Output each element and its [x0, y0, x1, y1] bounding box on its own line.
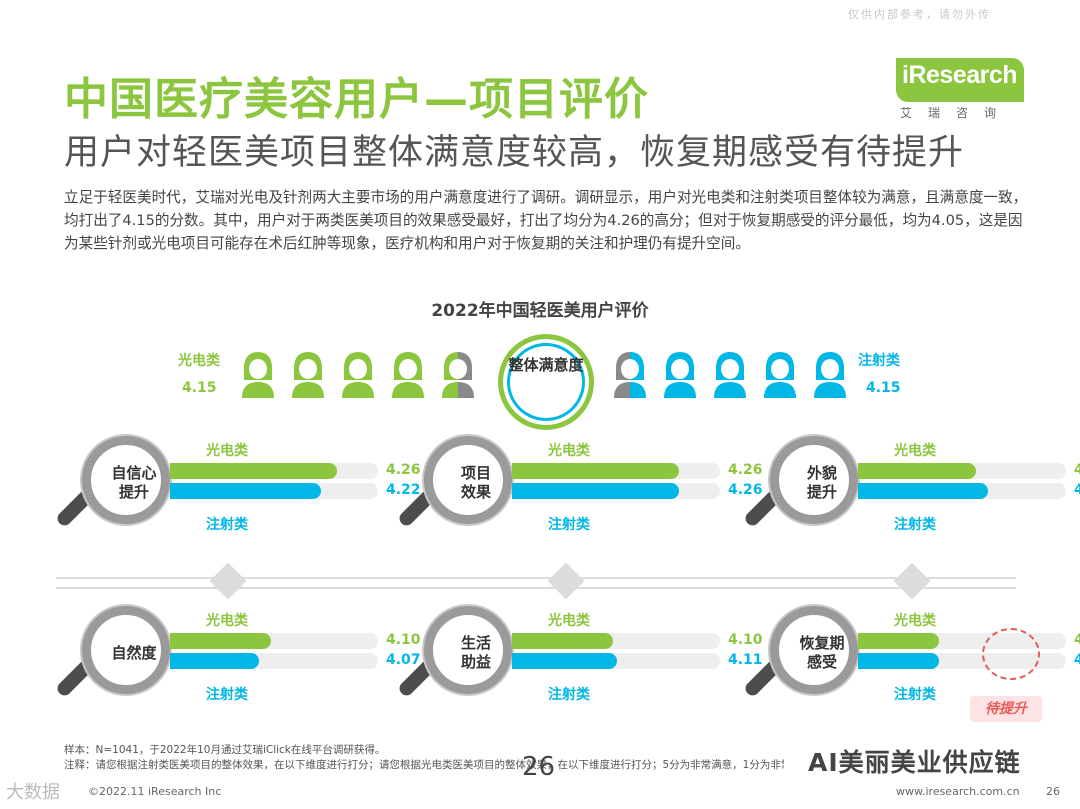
metric-label-line: 生活: [460, 634, 491, 652]
sample-note: 样本：N=1041，于2022年10月通过艾瑞iClick在线平台调研获得。: [64, 744, 386, 756]
bar-green: [858, 633, 939, 649]
series-label-blue: 注射类: [548, 687, 590, 703]
metric-label-line: 感受: [806, 653, 837, 671]
intro-paragraph: 立足于轻医美时代，艾瑞对光电及针剂两大主要市场的用户满意度进行了调研。调研显示，…: [64, 189, 1028, 252]
metric-label-line: 外貌: [806, 464, 837, 482]
person-icon: [338, 350, 378, 400]
overall-left-series-label: 光电类: [178, 353, 220, 369]
metric-label-line: 自然度: [111, 644, 157, 662]
series-label-green: 光电类: [548, 443, 590, 459]
bar-green: [512, 463, 679, 479]
series-label-green: 光电类: [894, 613, 936, 629]
person-icon: [660, 350, 700, 400]
bar-green: [512, 633, 613, 649]
value-blue: 4.05: [1074, 652, 1080, 668]
bar-green: [170, 463, 337, 479]
person-icon: [710, 350, 750, 400]
metric-label: 生活 助益: [441, 634, 511, 672]
improvement-badge: 待提升: [970, 696, 1042, 722]
metric-label-line: 项目: [460, 464, 491, 482]
bar-blue: [512, 483, 679, 499]
series-label-blue: 注射类: [206, 687, 248, 703]
overall-satisfaction-label: 整体满意度: [508, 356, 584, 374]
value-green: 4.10: [728, 632, 763, 648]
series-label-green: 光电类: [206, 443, 248, 459]
page-title: 中国医疗美容用户—项目评价: [64, 74, 649, 125]
bar-blue: [858, 483, 988, 499]
magnifier-icon: [770, 436, 858, 524]
bar-blue: [170, 483, 321, 499]
series-label-blue: 注射类: [894, 517, 936, 533]
confidential-watermark: 仅供内部参考，请勿外传: [848, 8, 991, 21]
metric-label: 恢复期 感受: [787, 634, 857, 672]
metric-label: 外貌 提升: [787, 464, 857, 502]
value-green: 4.05: [1074, 632, 1080, 648]
metric-label-line: 效果: [460, 483, 491, 501]
overlay-watermark: AI美丽美业供应链: [808, 748, 1021, 777]
value-blue: 4.07: [386, 652, 421, 668]
series-label-green: 光电类: [548, 613, 590, 629]
bar-green: [858, 463, 976, 479]
overall-right-series-label: 注射类: [858, 353, 900, 369]
metric-label-line: 自信心: [111, 464, 157, 482]
metric-label-line: 恢复期: [799, 634, 845, 652]
footer-url: www.iresearch.com.cn: [896, 785, 1020, 798]
metric-label: 项目 效果: [441, 464, 511, 502]
person-icon: [388, 350, 428, 400]
person-icon: [810, 350, 850, 400]
value-green: 4.26: [386, 462, 421, 478]
magnifier-icon: [424, 606, 512, 694]
magnifier-icon: [82, 606, 170, 694]
magnifier-icon: [770, 606, 858, 694]
value-blue: 4.11: [728, 652, 763, 668]
metric-label: 自然度: [99, 644, 169, 663]
series-label-blue: 注射类: [548, 517, 590, 533]
overlay-watermark-left: 大数据: [6, 782, 60, 803]
series-label-green: 光电类: [206, 613, 248, 629]
value-blue: 4.17: [1074, 482, 1080, 498]
divider-diamond-icon: [209, 562, 247, 600]
series-label-blue: 注射类: [894, 687, 936, 703]
highlight-dashed-circle: [982, 628, 1040, 680]
value-blue: 4.22: [386, 482, 421, 498]
bar-blue: [170, 653, 259, 669]
bar-green: [170, 633, 271, 649]
value-blue: 4.26: [728, 482, 763, 498]
iresearch-logo: [896, 58, 1024, 102]
overall-right-value: 4.15: [866, 380, 901, 396]
chart-title: 2022年中国轻医美用户评价: [431, 301, 649, 321]
section-divider: [56, 577, 1016, 589]
overall-left-value: 4.15: [182, 380, 217, 396]
logo-text: iResearch: [902, 61, 1018, 89]
page-subtitle: 用户对轻医美项目整体满意度较高，恢复期感受有待提升: [64, 133, 965, 173]
person-icon: [760, 350, 800, 400]
bar-blue: [512, 653, 617, 669]
metric-label: 自信心 提升: [99, 464, 169, 502]
bar-blue: [858, 653, 939, 669]
person-icon: [610, 350, 650, 400]
series-label-blue: 注射类: [206, 517, 248, 533]
person-icon: [238, 350, 278, 400]
metric-label-line: 提升: [806, 483, 837, 501]
value-green: 4.10: [386, 632, 421, 648]
person-icon: [288, 350, 328, 400]
metric-label-line: 提升: [118, 483, 149, 501]
divider-diamond-icon: [893, 562, 931, 600]
magnifier-icon: [424, 436, 512, 524]
value-green: 4.26: [728, 462, 763, 478]
logo-subtitle: 艾瑞咨询: [900, 106, 1013, 120]
annotation-note: 注释：请您根据注射类医美项目的整体效果，在以下维度进行打分；请您根据光电类医美项…: [64, 759, 784, 771]
magnifier-icon: [82, 436, 170, 524]
footer-copyright: ©2022.11 iResearch Inc: [88, 785, 222, 798]
series-label-green: 光电类: [894, 443, 936, 459]
value-green: 4.14: [1074, 462, 1080, 478]
footer-page-number: 26: [1046, 785, 1060, 798]
overlay-page-number: 26: [522, 752, 556, 782]
divider-diamond-icon: [547, 562, 585, 600]
metric-label-line: 助益: [460, 653, 491, 671]
person-icon: [438, 350, 478, 400]
overall-satisfaction-circle: [498, 334, 594, 430]
